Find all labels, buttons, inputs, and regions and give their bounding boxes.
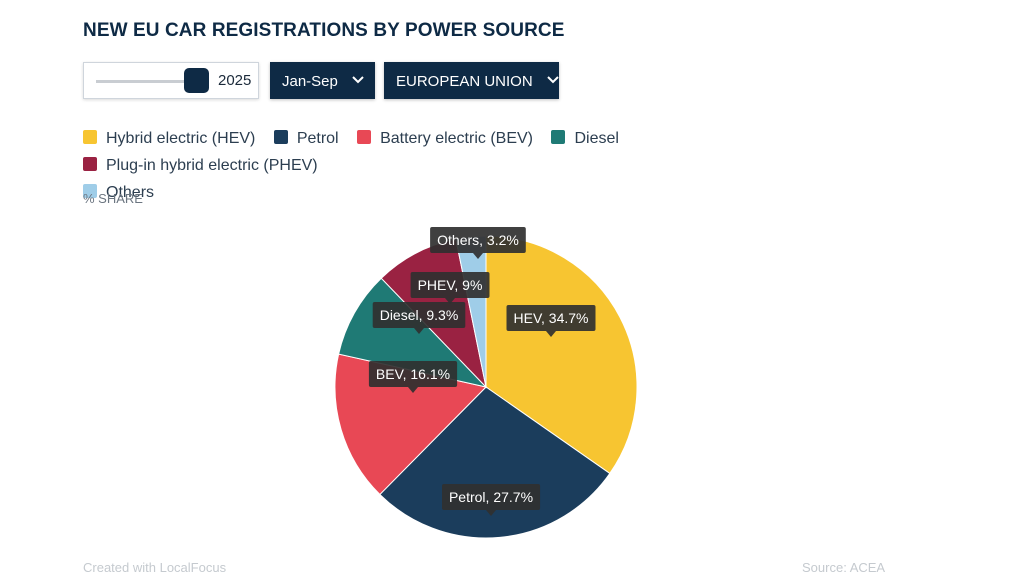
pie-slice-petrol[interactable]	[379, 386, 611, 539]
legend-label: Plug-in hybrid electric (PHEV)	[106, 157, 318, 174]
unit-label: % SHARE	[83, 191, 143, 206]
period-dropdown-label: Jan-Sep	[282, 73, 338, 90]
data-label-box	[442, 484, 541, 510]
legend-swatch	[551, 130, 566, 144]
data-label-pointer	[486, 510, 496, 516]
pie-slice-hev[interactable]	[485, 235, 638, 475]
region-dropdown-label: EUROPEAN UNION	[396, 73, 533, 90]
chart-title: NEW EU CAR REGISTRATIONS BY POWER SOURCE	[83, 20, 565, 41]
data-label-box	[506, 305, 596, 331]
period-dropdown[interactable]: Jan-Sep	[270, 62, 375, 99]
legend-item-others[interactable]: Others	[83, 179, 154, 206]
legend-label: Battery electric (BEV)	[380, 130, 533, 147]
slider-thumb[interactable]	[184, 68, 209, 93]
data-label-hev: HEV, 34.7%	[506, 305, 596, 337]
legend-item-diesel[interactable]: Diesel	[551, 125, 619, 152]
data-label-box	[368, 361, 458, 387]
data-label-text: Petrol, 27.7%	[449, 489, 533, 505]
data-label-pointer	[414, 328, 424, 334]
data-label-pointer	[546, 331, 556, 337]
source-text: Source: ACEA	[802, 560, 886, 575]
legend-swatch	[83, 157, 97, 171]
region-dropdown[interactable]: EUROPEAN UNION	[384, 62, 559, 99]
legend-item-petrol[interactable]: Petrol	[273, 125, 339, 152]
data-label-pointer	[408, 387, 418, 393]
legend-label: Diesel	[574, 130, 619, 147]
pie-labels: HEV, 34.7% Petrol, 27.7% BEV, 16.1% Diesel,…	[368, 227, 596, 516]
data-label-petrol: Petrol, 27.7%	[442, 484, 541, 516]
legend-label: Hybrid electric (HEV)	[106, 130, 256, 147]
legend-label: Petrol	[296, 130, 339, 147]
chevron-down-icon	[352, 71, 364, 88]
credit-text: Created with LocalFocus	[83, 560, 227, 575]
pie-slice-bev[interactable]	[334, 353, 487, 496]
data-label-text: PHEV, 9%	[418, 277, 483, 293]
data-label-box	[410, 272, 490, 298]
legend-item-phev[interactable]: Plug-in hybrid electric (PHEV)	[83, 152, 318, 179]
legend-item-bev[interactable]: Battery electric (BEV)	[357, 125, 533, 152]
data-label-others: Others, 3.2%	[430, 227, 526, 259]
data-label-box	[372, 302, 466, 328]
legend-swatch	[83, 184, 97, 198]
legend-swatch	[83, 130, 97, 144]
legend-item-hev[interactable]: Hybrid electric (HEV)	[83, 125, 255, 152]
chevron-down-icon	[547, 71, 559, 88]
data-label-text: HEV, 34.7%	[514, 310, 589, 326]
legend-swatch	[273, 130, 288, 144]
data-label-pointer	[473, 253, 483, 259]
legend: Hybrid electric (HEV) Petrol Battery ele…	[83, 125, 883, 206]
data-label-text: BEV, 16.1%	[376, 366, 450, 382]
year-value: 2025	[218, 72, 252, 89]
data-label-text: Diesel, 9.3%	[380, 307, 459, 323]
data-label-pointer	[445, 298, 455, 304]
data-label-bev: BEV, 16.1%	[368, 361, 458, 393]
slider-track[interactable]	[96, 80, 208, 83]
legend-label: Others	[106, 184, 155, 201]
data-label-text: Others, 3.2%	[437, 232, 519, 248]
data-label-box	[430, 227, 526, 253]
year-slider[interactable]: 2025	[83, 62, 259, 99]
data-label-phev: PHEV, 9%	[410, 272, 490, 304]
data-label-diesel: Diesel, 9.3%	[372, 302, 466, 334]
legend-swatch	[357, 130, 372, 144]
